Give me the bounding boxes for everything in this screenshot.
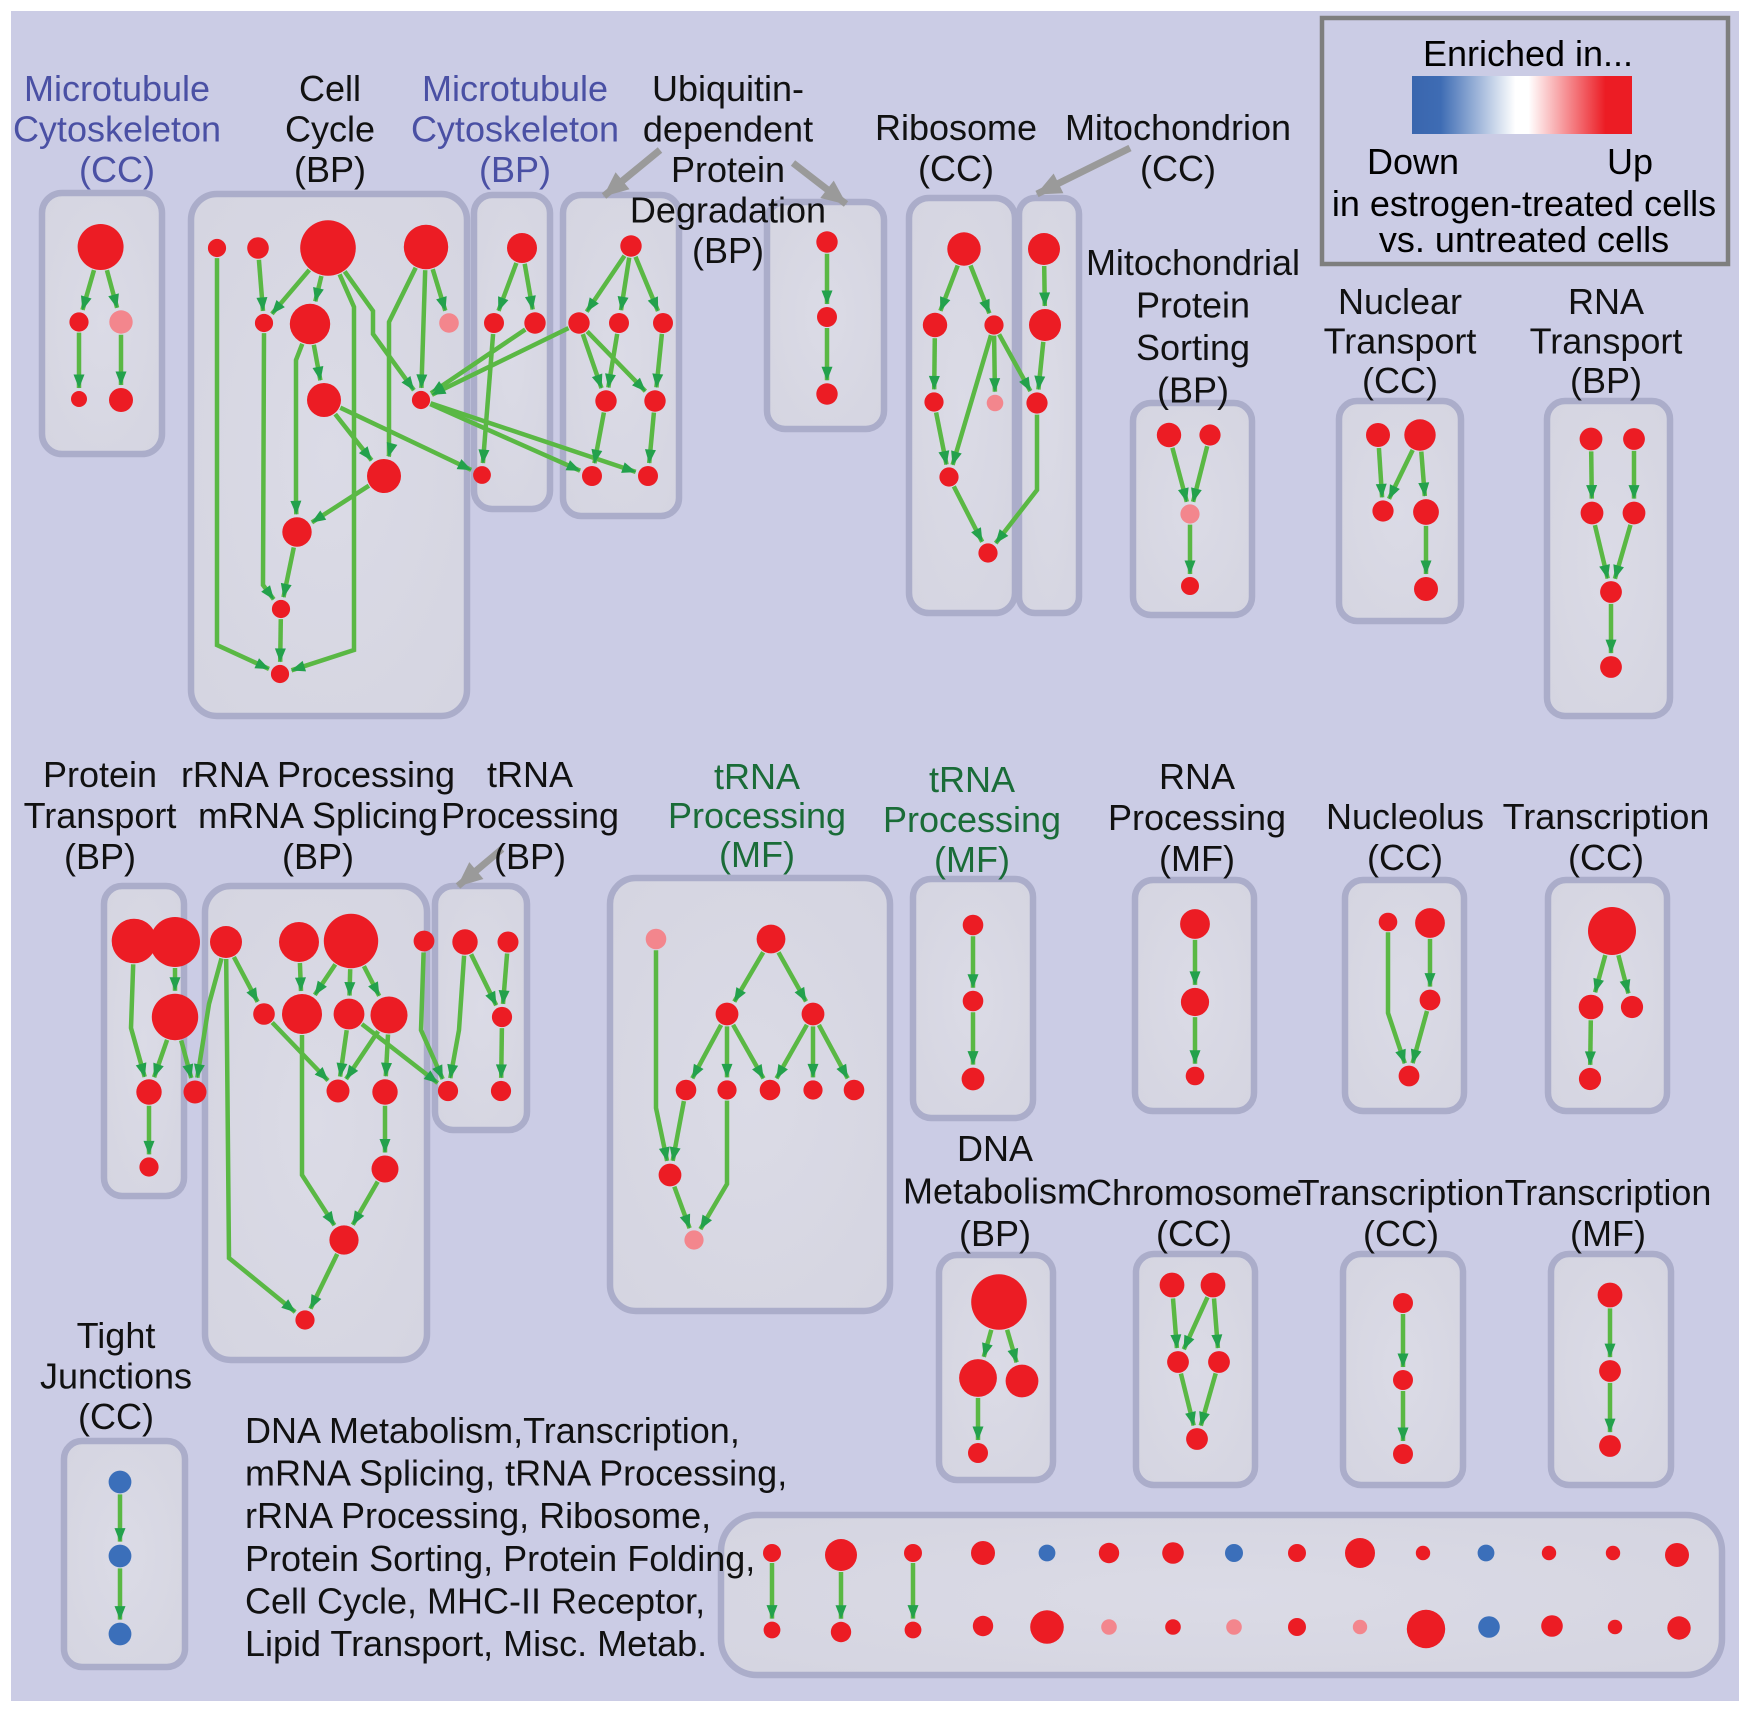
svg-text:DNA Metabolism,Transcription,m: DNA Metabolism,Transcription, mRNA Splici… <box>245 1410 787 1664</box>
svg-text:Nucleolus(CC): Nucleolus (CC) <box>1326 796 1484 878</box>
svg-text:vs. untreated cells: vs. untreated cells <box>1379 219 1669 260</box>
svg-text:Enriched in...: Enriched in... <box>1423 33 1633 74</box>
svg-text:in estrogen-treated cells: in estrogen-treated cells <box>1332 183 1716 224</box>
svg-text:Up: Up <box>1607 141 1653 182</box>
svg-text:Transcription(MF): Transcription (MF) <box>1505 1172 1712 1254</box>
svg-text:Transcription(CC): Transcription (CC) <box>1298 1172 1505 1254</box>
svg-text:Down: Down <box>1367 141 1459 182</box>
svg-text:Mitochondrion(CC): Mitochondrion (CC) <box>1065 107 1291 189</box>
svg-text:Transcription(CC): Transcription (CC) <box>1503 796 1710 878</box>
svg-text:Ribosome(CC): Ribosome (CC) <box>875 107 1037 189</box>
svg-text:Chromosome(CC): Chromosome (CC) <box>1086 1172 1302 1254</box>
